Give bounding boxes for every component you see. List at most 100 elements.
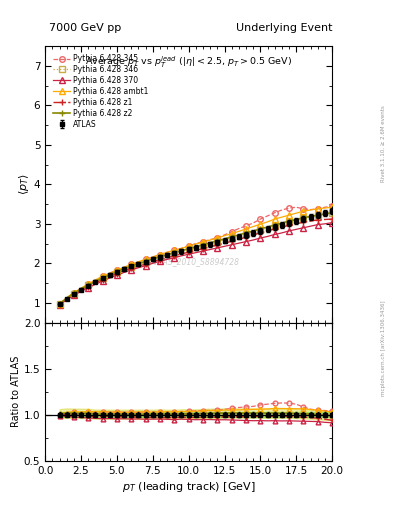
- Pythia 6.428 ambt1: [193, 241, 198, 247]
- Pythia 6.428 z2: [100, 275, 105, 281]
- Pythia 6.428 z1: [272, 226, 277, 232]
- Pythia 6.428 345: [193, 241, 198, 247]
- Pythia 6.428 345: [151, 254, 155, 260]
- Pythia 6.428 370: [287, 228, 292, 234]
- Pythia 6.428 z2: [193, 244, 198, 250]
- Pythia 6.428 346: [237, 232, 241, 239]
- Pythia 6.428 345: [272, 210, 277, 216]
- Pythia 6.428 370: [316, 222, 320, 228]
- Pythia 6.428 ambt1: [100, 273, 105, 280]
- Pythia 6.428 z1: [136, 263, 141, 269]
- Pythia 6.428 z2: [301, 215, 306, 221]
- Pythia 6.428 z2: [208, 240, 213, 246]
- Pythia 6.428 ambt1: [115, 267, 119, 273]
- Pythia 6.428 z2: [215, 238, 220, 244]
- Pythia 6.428 z2: [237, 232, 241, 238]
- Pythia 6.428 370: [143, 263, 148, 269]
- Pythia 6.428 z2: [93, 279, 98, 285]
- Pythia 6.428 370: [237, 240, 241, 246]
- Pythia 6.428 z1: [301, 219, 306, 225]
- Pythia 6.428 ambt1: [151, 254, 155, 260]
- Pythia 6.428 z2: [107, 272, 112, 278]
- Pythia 6.428 345: [79, 286, 83, 292]
- Pythia 6.428 z1: [86, 284, 90, 290]
- Pythia 6.428 ambt1: [93, 277, 98, 283]
- Pythia 6.428 370: [272, 231, 277, 238]
- Pythia 6.428 370: [186, 251, 191, 258]
- Pythia 6.428 z1: [287, 222, 292, 228]
- Pythia 6.428 345: [158, 251, 162, 258]
- Pythia 6.428 z1: [100, 276, 105, 283]
- Pythia 6.428 345: [251, 220, 255, 226]
- Pythia 6.428 ambt1: [79, 285, 83, 291]
- Pythia 6.428 z1: [64, 296, 69, 302]
- Pythia 6.428 345: [258, 216, 263, 222]
- Pythia 6.428 345: [165, 249, 169, 255]
- Pythia 6.428 345: [93, 277, 98, 283]
- Pythia 6.428 345: [316, 206, 320, 212]
- Pythia 6.428 ambt1: [330, 204, 334, 210]
- Pythia 6.428 ambt1: [294, 210, 299, 216]
- Y-axis label: $\langle p_T \rangle$: $\langle p_T \rangle$: [17, 174, 31, 195]
- Pythia 6.428 370: [251, 237, 255, 243]
- Line: Pythia 6.428 ambt1: Pythia 6.428 ambt1: [57, 204, 335, 307]
- Pythia 6.428 ambt1: [72, 289, 76, 295]
- Pythia 6.428 370: [158, 258, 162, 264]
- Pythia 6.428 z2: [79, 286, 83, 292]
- Pythia 6.428 370: [79, 288, 83, 294]
- Legend: Pythia 6.428 345, Pythia 6.428 346, Pythia 6.428 370, Pythia 6.428 ambt1, Pythia: Pythia 6.428 345, Pythia 6.428 346, Pyth…: [52, 53, 150, 130]
- Pythia 6.428 370: [230, 242, 234, 248]
- Pythia 6.428 z2: [222, 236, 227, 242]
- Pythia 6.428 346: [308, 214, 313, 220]
- Pythia 6.428 370: [179, 253, 184, 259]
- Pythia 6.428 345: [215, 234, 220, 241]
- Pythia 6.428 345: [179, 245, 184, 251]
- Pythia 6.428 345: [107, 270, 112, 276]
- Pythia 6.428 z1: [57, 302, 62, 308]
- Pythia 6.428 370: [308, 223, 313, 229]
- Pythia 6.428 346: [279, 221, 284, 227]
- Pythia 6.428 370: [201, 248, 206, 254]
- Pythia 6.428 z2: [122, 266, 127, 272]
- Pythia 6.428 370: [244, 239, 248, 245]
- Pythia 6.428 370: [122, 269, 127, 275]
- Pythia 6.428 370: [301, 225, 306, 231]
- Pythia 6.428 345: [64, 295, 69, 301]
- Pythia 6.428 346: [86, 282, 90, 288]
- Pythia 6.428 z2: [57, 301, 62, 307]
- Pythia 6.428 z1: [308, 218, 313, 224]
- Pythia 6.428 z2: [308, 213, 313, 219]
- Pythia 6.428 z2: [186, 246, 191, 252]
- Line: Pythia 6.428 z2: Pythia 6.428 z2: [57, 210, 335, 307]
- Pythia 6.428 346: [129, 264, 134, 270]
- Pythia 6.428 z2: [165, 251, 169, 258]
- Pythia 6.428 z1: [316, 217, 320, 223]
- Pythia 6.428 ambt1: [165, 249, 169, 255]
- Pythia 6.428 346: [179, 248, 184, 254]
- Pythia 6.428 z2: [136, 261, 141, 267]
- Pythia 6.428 z1: [172, 253, 177, 259]
- Text: Underlying Event: Underlying Event: [235, 23, 332, 33]
- Pythia 6.428 346: [107, 272, 112, 278]
- Pythia 6.428 ambt1: [258, 221, 263, 227]
- Pythia 6.428 z2: [230, 234, 234, 240]
- Pythia 6.428 z2: [129, 263, 134, 269]
- Pythia 6.428 z1: [230, 238, 234, 244]
- Pythia 6.428 345: [208, 237, 213, 243]
- Text: Average $p_T$ vs $p_T^{lead}$ ($|\eta| < 2.5$, $p_T > 0.5$ GeV): Average $p_T$ vs $p_T^{lead}$ ($|\eta| <…: [85, 54, 292, 70]
- Pythia 6.428 z1: [215, 242, 220, 248]
- Pythia 6.428 346: [64, 295, 69, 302]
- Pythia 6.428 ambt1: [230, 230, 234, 237]
- Pythia 6.428 z1: [122, 268, 127, 274]
- Pythia 6.428 z1: [72, 291, 76, 297]
- Pythia 6.428 z2: [251, 228, 255, 234]
- Pythia 6.428 ambt1: [57, 301, 62, 307]
- Pythia 6.428 346: [201, 243, 206, 249]
- Pythia 6.428 346: [79, 286, 83, 292]
- Text: mcplots.cern.ch [arXiv:1306.3436]: mcplots.cern.ch [arXiv:1306.3436]: [381, 301, 386, 396]
- Pythia 6.428 370: [57, 302, 62, 308]
- Pythia 6.428 346: [72, 291, 76, 297]
- Pythia 6.428 370: [107, 275, 112, 281]
- Pythia 6.428 370: [93, 281, 98, 287]
- Pythia 6.428 ambt1: [272, 216, 277, 222]
